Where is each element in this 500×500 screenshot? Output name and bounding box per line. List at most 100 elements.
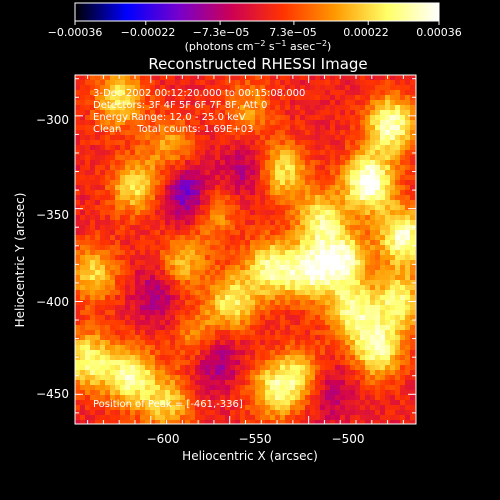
- heatmap-cell: [305, 115, 311, 121]
- heatmap-cell: [210, 415, 216, 421]
- heatmap-cell: [375, 120, 381, 126]
- heatmap-cell: [380, 200, 386, 206]
- heatmap-cell: [75, 205, 81, 211]
- heatmap-cell: [400, 105, 406, 111]
- heatmap-cell: [270, 315, 276, 321]
- heatmap-cell: [170, 230, 176, 236]
- heatmap-cell: [205, 205, 211, 211]
- heatmap-cell: [130, 315, 136, 321]
- heatmap-cell: [135, 310, 141, 316]
- heatmap-cell: [80, 405, 86, 411]
- heatmap-cell: [95, 225, 101, 231]
- heatmap-cell: [305, 110, 311, 116]
- heatmap-cell: [375, 375, 381, 381]
- heatmap-cell: [410, 200, 416, 206]
- heatmap-cell: [140, 155, 146, 161]
- heatmap-cell: [150, 220, 156, 226]
- heatmap-cell: [310, 155, 316, 161]
- heatmap-cell: [125, 85, 131, 91]
- heatmap-cell: [80, 110, 86, 116]
- heatmap-cell: [135, 145, 141, 151]
- heatmap-cell: [225, 270, 231, 276]
- heatmap-cell: [360, 75, 366, 81]
- heatmap-cell: [210, 235, 216, 241]
- heatmap-cell: [355, 135, 361, 141]
- heatmap-cell: [185, 255, 191, 261]
- heatmap-cell: [210, 160, 216, 166]
- heatmap-cell: [90, 370, 96, 376]
- heatmap-cell: [110, 250, 116, 256]
- colorbar: −0.00036 −0.00022 −7.3e−05 7.3e−05 0.000…: [48, 2, 462, 53]
- heatmap-cell: [185, 305, 191, 311]
- heatmap-cell: [380, 285, 386, 291]
- heatmap-cell: [205, 240, 211, 246]
- heatmap-cell: [295, 135, 301, 141]
- heatmap-cell: [135, 345, 141, 351]
- heatmap-cell: [95, 80, 101, 86]
- heatmap-cell: [175, 230, 181, 236]
- heatmap-cell: [175, 300, 181, 306]
- heatmap-cell: [260, 150, 266, 156]
- heatmap-cell: [215, 405, 221, 411]
- heatmap-cell: [195, 110, 201, 116]
- heatmap-cell: [140, 330, 146, 336]
- heatmap-cell: [110, 270, 116, 276]
- heatmap-cell: [370, 380, 376, 386]
- heatmap-cell: [95, 305, 101, 311]
- heatmap-cell: [305, 355, 311, 361]
- heatmap-cell: [265, 405, 271, 411]
- heatmap-cell: [315, 155, 321, 161]
- heatmap-cell: [270, 285, 276, 291]
- heatmap-cell: [225, 95, 231, 101]
- heatmap-cell: [115, 380, 121, 386]
- heatmap-cell: [385, 210, 391, 216]
- heatmap-cell: [345, 300, 351, 306]
- heatmap-cell: [270, 365, 276, 371]
- heatmap-cell: [210, 120, 216, 126]
- heatmap-cell: [305, 375, 311, 381]
- heatmap-cell: [130, 80, 136, 86]
- heatmap-cell: [100, 280, 106, 286]
- heatmap-cell: [150, 95, 156, 101]
- heatmap-cell: [150, 325, 156, 331]
- heatmap-cell: [205, 275, 211, 281]
- heatmap-cell: [310, 270, 316, 276]
- heatmap-cell: [240, 200, 246, 206]
- heatmap-cell: [305, 305, 311, 311]
- heatmap-cell: [285, 375, 291, 381]
- heatmap-cell: [140, 255, 146, 261]
- heatmap-cell: [245, 370, 251, 376]
- heatmap-cell: [165, 120, 171, 126]
- heatmap-cell: [160, 405, 166, 411]
- heatmap-cell: [285, 220, 291, 226]
- heatmap-cell: [215, 245, 221, 251]
- heatmap-cell: [225, 90, 231, 96]
- heatmap-cell: [380, 325, 386, 331]
- heatmap-cell: [355, 350, 361, 356]
- heatmap-cell: [320, 410, 326, 416]
- heatmap-cell: [180, 265, 186, 271]
- heatmap-cell: [235, 330, 241, 336]
- heatmap-cell: [345, 355, 351, 361]
- heatmap-cell: [180, 270, 186, 276]
- heatmap-cell: [285, 325, 291, 331]
- heatmap-cell: [395, 395, 401, 401]
- heatmap-cell: [315, 260, 321, 266]
- heatmap-cell: [195, 160, 201, 166]
- heatmap-cell: [235, 375, 241, 381]
- heatmap-cell: [90, 400, 96, 406]
- heatmap-cell: [100, 360, 106, 366]
- heatmap-cell: [365, 295, 371, 301]
- heatmap-cell: [355, 145, 361, 151]
- heatmap-cell: [85, 270, 91, 276]
- heatmap-cell: [340, 205, 346, 211]
- heatmap-cell: [105, 330, 111, 336]
- heatmap-cell: [185, 335, 191, 341]
- heatmap-cell: [175, 385, 181, 391]
- heatmap-cell: [385, 325, 391, 331]
- heatmap-cell: [305, 175, 311, 181]
- heatmap-cell: [165, 215, 171, 221]
- heatmap-cell: [310, 125, 316, 131]
- heatmap-cell: [210, 250, 216, 256]
- heatmap-cell: [95, 105, 101, 111]
